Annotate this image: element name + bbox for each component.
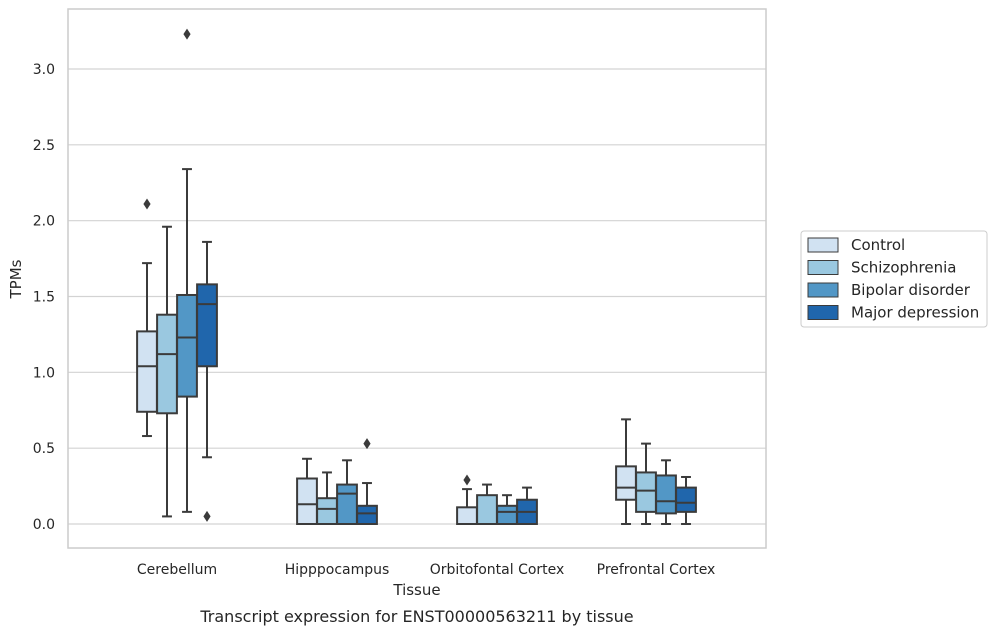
box-iqr [615,465,637,501]
boxes [136,28,697,526]
legend-swatch [807,305,839,320]
legend-label: Control [851,236,905,254]
box-bipolar-disorder [176,28,198,513]
box-iqr [196,283,218,368]
legend-frame [800,230,988,328]
box-iqr [675,486,697,513]
legend-swatch [807,282,839,298]
legend: Control Schizophrenia Bipolar disorder Majo… [800,230,988,328]
box-iqr [156,313,178,415]
plot-frame [67,8,767,549]
box-iqr [635,471,657,513]
y-tick-labels: 0.0 0.5 1.0 1.5 2.0 2.5 3.0 [33,62,55,533]
box-schizophrenia [476,483,498,525]
box-iqr [356,504,378,525]
box-control [296,457,318,525]
grid-lines [68,68,766,525]
box-bipolar-disorder [336,459,358,526]
outlier-point [463,474,471,486]
box-schizophrenia [316,471,338,526]
x-axis-label: Tissue [392,581,440,599]
box-iqr [476,494,498,525]
box-major-depression [196,240,218,522]
x-tick-label: Hipppocampus [285,562,390,578]
box-schizophrenia [156,225,178,518]
box-iqr [316,497,338,526]
outlier-point [183,28,191,40]
y-tick-label: 3.0 [33,62,55,78]
box-iqr [176,293,198,398]
box-iqr [336,483,358,526]
box-iqr [456,506,478,526]
outlier-point [143,198,151,210]
chart-title: Transcript expression for ENST0000056321… [199,607,633,626]
x-tick-label: Prefrontal Cortex [597,562,716,578]
box-control [615,418,637,525]
y-tick-label: 1.5 [33,290,55,306]
outlier-point [363,438,371,450]
y-tick-label: 0.5 [33,441,55,457]
box-iqr [655,474,677,515]
box-major-depression [675,475,697,525]
x-tick-label: Orbitofontal Cortex [430,562,565,578]
box-control [456,474,478,526]
box-schizophrenia [635,442,657,525]
y-tick-label: 1.0 [33,365,55,381]
legend-label: Bipolar disorder [851,281,971,299]
legend-swatch [807,260,839,275]
box-iqr [496,504,518,525]
box-bipolar-disorder [655,459,677,525]
box-iqr [296,477,318,525]
box-iqr [136,330,158,413]
box-major-depression [356,438,378,525]
outlier-point [203,510,211,522]
y-tick-label: 0.0 [33,517,55,533]
y-axis-label: TPMs [7,259,25,299]
y-tick-label: 2.5 [33,138,55,154]
y-tick-label: 2.0 [33,214,55,230]
x-tick-label: Cerebellum [137,562,217,578]
legend-items: Control Schizophrenia Bipolar disorder Majo… [807,236,979,322]
box-bipolar-disorder [496,494,518,525]
legend-swatch [807,237,839,253]
box-control [136,198,158,438]
x-tick-labels: Cerebellum Hipppocampus Orbitofontal Corte… [137,562,715,578]
legend-label: Major depression [851,304,979,322]
box-major-depression [516,486,538,526]
legend-label: Schizophrenia [851,259,956,277]
